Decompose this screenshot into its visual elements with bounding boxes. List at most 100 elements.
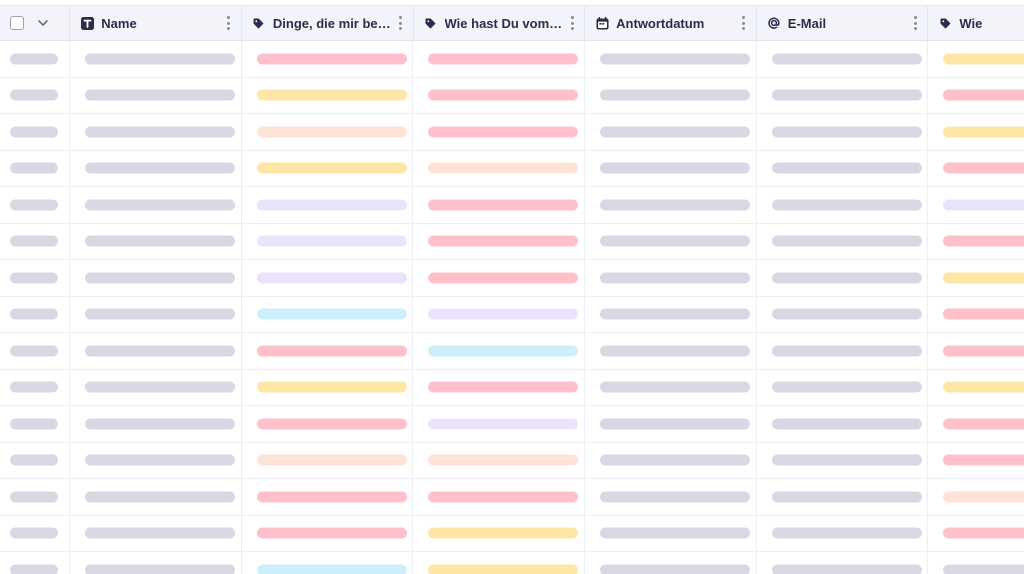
cell-dinge[interactable] [242, 369, 414, 405]
column-menu-icon[interactable] [569, 16, 575, 30]
cell-wie2[interactable] [928, 333, 1024, 369]
table-row[interactable] [0, 406, 1024, 443]
cell-wie2[interactable] [928, 516, 1024, 552]
cell-email[interactable] [757, 333, 929, 369]
chevron-down-icon[interactable] [36, 16, 50, 30]
cell-wie2[interactable] [928, 224, 1024, 260]
cell-antwortdatum[interactable] [585, 442, 757, 478]
table-row[interactable] [0, 114, 1024, 151]
cell-wie2[interactable] [928, 552, 1024, 574]
cell-name[interactable] [70, 406, 242, 442]
table-row[interactable] [0, 369, 1024, 406]
table-row[interactable] [0, 479, 1024, 516]
cell-wie[interactable] [413, 442, 585, 478]
cell-wie[interactable] [413, 41, 585, 77]
cell-antwortdatum[interactable] [585, 260, 757, 296]
cell-email[interactable] [757, 114, 929, 150]
column-menu-icon[interactable] [226, 16, 232, 30]
cell-antwortdatum[interactable] [585, 223, 757, 259]
cell-dinge[interactable] [242, 187, 414, 223]
cell-wie[interactable] [413, 369, 585, 405]
cell-wie[interactable] [413, 260, 585, 296]
cell-name[interactable] [70, 369, 242, 405]
table-row[interactable] [0, 77, 1024, 114]
cell-dinge[interactable] [242, 150, 414, 186]
cell-select[interactable] [0, 406, 71, 442]
cell-dinge[interactable] [242, 552, 414, 574]
cell-antwortdatum[interactable] [585, 479, 757, 515]
cell-email[interactable] [757, 369, 929, 405]
cell-dinge[interactable] [242, 41, 414, 77]
cell-select[interactable] [0, 150, 71, 186]
cell-dinge[interactable] [242, 223, 414, 259]
column-header-name[interactable]: Name [70, 6, 242, 40]
cell-wie2[interactable] [928, 151, 1024, 187]
cell-wie[interactable] [413, 223, 585, 259]
cell-email[interactable] [757, 150, 929, 186]
cell-email[interactable] [757, 479, 929, 515]
cell-select[interactable] [0, 223, 71, 259]
cell-email[interactable] [757, 296, 929, 332]
cell-select[interactable] [0, 296, 71, 332]
cell-wie2[interactable] [928, 260, 1024, 296]
cell-email[interactable] [757, 406, 929, 442]
cell-name[interactable] [70, 479, 242, 515]
column-menu-icon[interactable] [912, 16, 918, 30]
cell-select[interactable] [0, 369, 71, 405]
cell-wie[interactable] [413, 150, 585, 186]
cell-select[interactable] [0, 479, 71, 515]
cell-select[interactable] [0, 77, 71, 113]
cell-wie[interactable] [413, 333, 585, 369]
column-header-wie2[interactable]: Wie [928, 6, 1024, 40]
cell-antwortdatum[interactable] [585, 41, 757, 77]
cell-dinge[interactable] [242, 296, 414, 332]
cell-email[interactable] [757, 77, 929, 113]
cell-name[interactable] [70, 442, 242, 478]
cell-wie2[interactable] [928, 443, 1024, 479]
cell-antwortdatum[interactable] [585, 552, 757, 574]
cell-wie[interactable] [413, 187, 585, 223]
table-row[interactable] [0, 223, 1024, 260]
cell-name[interactable] [70, 296, 242, 332]
cell-dinge[interactable] [242, 479, 414, 515]
cell-name[interactable] [70, 150, 242, 186]
cell-wie[interactable] [413, 77, 585, 113]
cell-name[interactable] [70, 552, 242, 574]
cell-email[interactable] [757, 442, 929, 478]
cell-wie2[interactable] [928, 297, 1024, 333]
column-menu-icon[interactable] [741, 16, 747, 30]
cell-select[interactable] [0, 515, 71, 551]
column-header-dinge[interactable]: Dinge, die mir bes… [242, 6, 414, 40]
cell-dinge[interactable] [242, 406, 414, 442]
cell-antwortdatum[interactable] [585, 296, 757, 332]
column-header-email[interactable]: E-Mail [757, 6, 929, 40]
cell-wie2[interactable] [928, 41, 1024, 77]
cell-select[interactable] [0, 41, 71, 77]
table-row[interactable] [0, 442, 1024, 479]
cell-name[interactable] [70, 41, 242, 77]
cell-email[interactable] [757, 187, 929, 223]
table-row[interactable] [0, 150, 1024, 187]
column-header-wie[interactable]: Wie hast Du vom … [414, 6, 586, 40]
table-row[interactable] [0, 552, 1024, 574]
cell-dinge[interactable] [242, 442, 414, 478]
cell-name[interactable] [70, 77, 242, 113]
cell-wie[interactable] [413, 515, 585, 551]
cell-wie[interactable] [413, 296, 585, 332]
cell-antwortdatum[interactable] [585, 515, 757, 551]
cell-email[interactable] [757, 552, 929, 574]
table-row[interactable] [0, 260, 1024, 297]
cell-select[interactable] [0, 333, 71, 369]
cell-wie2[interactable] [928, 114, 1024, 150]
cell-dinge[interactable] [242, 260, 414, 296]
cell-email[interactable] [757, 515, 929, 551]
column-menu-icon[interactable] [398, 16, 404, 30]
cell-wie2[interactable] [928, 406, 1024, 442]
table-row[interactable] [0, 41, 1024, 78]
table-row[interactable] [0, 296, 1024, 333]
cell-wie[interactable] [413, 114, 585, 150]
cell-antwortdatum[interactable] [585, 187, 757, 223]
cell-name[interactable] [70, 114, 242, 150]
cell-email[interactable] [757, 41, 929, 77]
cell-wie2[interactable] [928, 479, 1024, 515]
